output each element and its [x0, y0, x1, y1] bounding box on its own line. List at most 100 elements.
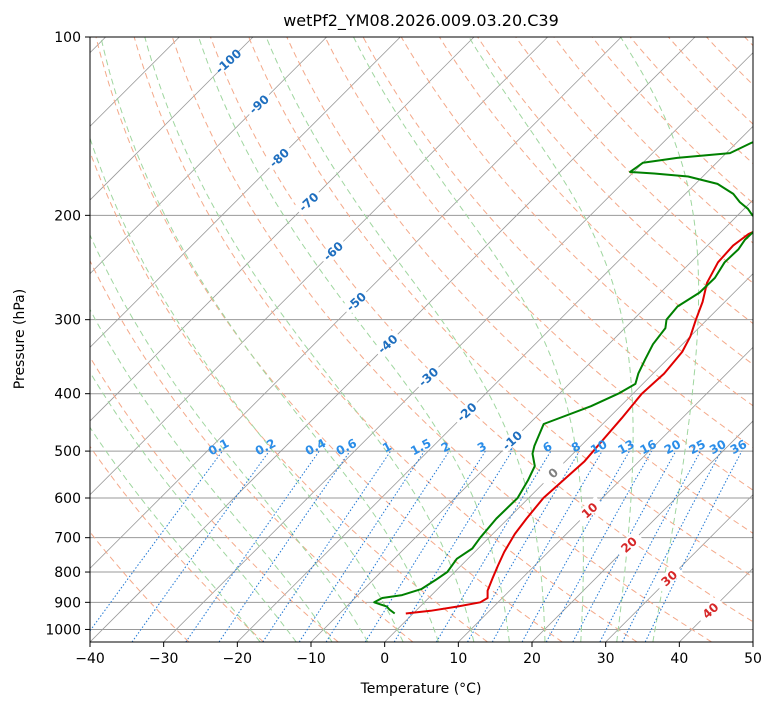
x-tick-label: 30	[597, 651, 615, 667]
dry-adiabat	[133, 37, 638, 642]
moist-adiabat	[90, 233, 369, 642]
isotherm-line	[90, 37, 548, 496]
x-axis-ticks: −40 −30 −20 −10 0 10 20 30 40 50	[75, 642, 762, 667]
moist-adiabat	[265, 37, 546, 642]
chart-title: wetPf2_YM08.2026.009.03.20.C39	[283, 11, 559, 31]
isotherm-line	[384, 273, 753, 642]
mixing-ratio-line	[572, 450, 677, 642]
dry-adiabat	[591, 37, 753, 204]
mixing-ratio-label: 13	[615, 437, 636, 457]
y-tick-label: 600	[54, 491, 81, 507]
isotherm-label-bg	[264, 143, 294, 172]
isotherm-label-bg	[614, 530, 643, 559]
y-axis-ticks: 100 200 300 400 500 600 700 800 900 1000	[45, 30, 90, 638]
mixing-ratio-label: 30	[707, 437, 728, 457]
isotherm-label-bg	[244, 89, 273, 118]
x-tick-label: 40	[670, 651, 688, 667]
isotherm-label-bg	[213, 46, 243, 75]
dry-adiabat	[324, 37, 753, 491]
x-tick-label: −10	[296, 651, 326, 667]
isotherm-label-bg	[318, 236, 348, 265]
mixing-ratio-lines	[90, 450, 743, 642]
mixing-ratio-label: 36	[728, 437, 749, 457]
y-axis-title: Pressure (hPa)	[12, 289, 28, 389]
isotherm-label-bg	[538, 458, 568, 487]
mixing-ratio-line	[218, 450, 351, 642]
moist-adiabat	[144, 37, 475, 642]
mixing-ratio-label: 25	[687, 437, 708, 457]
mixing-ratio-label: 10	[588, 437, 609, 457]
y-tick-label: 1000	[45, 622, 81, 638]
isobar-grid	[90, 37, 753, 630]
mixing-ratio-line	[545, 450, 653, 642]
moist-adiabat	[468, 37, 634, 642]
isotherm-label-bg	[654, 563, 684, 592]
mixing-ratio-line	[644, 450, 743, 642]
moist-adiabat	[198, 37, 510, 642]
mixing-ratio-line	[521, 450, 630, 642]
isotherm-label-bg	[695, 596, 725, 624]
dry-adiabat	[90, 259, 414, 642]
dry-adiabat	[629, 37, 753, 165]
moist-adiabat	[620, 37, 700, 642]
isotherm-line	[458, 346, 753, 642]
mixing-ratio-label: 20	[662, 437, 683, 457]
mixing-ratio-line	[298, 450, 425, 642]
dry-adiabat	[477, 37, 753, 325]
dry-adiabat	[515, 37, 753, 284]
isotherm-line	[90, 37, 475, 422]
plot-frame	[89, 36, 754, 643]
mixing-ratio-line	[131, 450, 270, 642]
x-tick-label: −40	[75, 651, 105, 667]
moist-adiabat	[90, 371, 297, 642]
isotherm-label-bg	[497, 426, 527, 454]
dry-adiabat	[362, 37, 753, 449]
isotherm-label-bg	[574, 496, 604, 524]
isotherm-line	[237, 125, 753, 642]
isotherm-label-bg	[451, 397, 481, 426]
moist-adiabat	[100, 37, 439, 642]
x-tick-label: −30	[149, 651, 179, 667]
y-tick-label: 400	[54, 387, 81, 403]
mixing-ratio-line	[325, 450, 450, 642]
dry-adiabats	[90, 37, 753, 642]
dry-adiabat	[400, 37, 753, 407]
y-tick-label: 800	[54, 565, 81, 581]
x-tick-label: 10	[449, 651, 467, 667]
x-axis-title: Temperature (°C)	[360, 681, 482, 697]
isotherm-line	[90, 37, 254, 201]
moist-adiabats	[90, 37, 700, 642]
y-tick-label: 200	[54, 208, 81, 224]
moist-adiabat	[90, 136, 404, 642]
y-tick-label: 100	[54, 30, 81, 46]
isotherm-line	[90, 37, 327, 275]
isotherm-line	[605, 494, 753, 642]
x-tick-label: 0	[380, 651, 389, 667]
x-tick-label: 50	[744, 651, 762, 667]
mixing-ratio-line	[599, 450, 701, 642]
mixing-ratio-line	[185, 450, 320, 642]
moist-adiabat	[353, 37, 584, 642]
y-tick-label: 300	[54, 313, 81, 329]
mixing-ratio-line	[90, 450, 223, 632]
sounding-profiles	[373, 141, 753, 615]
isotherm-line	[90, 37, 401, 348]
moist-adiabat	[90, 426, 261, 642]
isotherm-line	[90, 37, 622, 569]
mixing-ratio-line	[491, 450, 603, 642]
moist-adiabat	[90, 308, 333, 642]
isotherm-label-bg	[341, 287, 371, 315]
y-tick-label: 900	[54, 595, 81, 611]
isotherm-line	[163, 52, 753, 642]
y-tick-label: 500	[54, 444, 81, 460]
y-tick-label: 700	[54, 531, 81, 547]
dry-adiabat	[248, 37, 753, 578]
x-tick-label: 20	[523, 651, 541, 667]
temperature-profile	[405, 230, 753, 615]
mixing-ratio-line	[621, 450, 722, 642]
isotherm-label-bg	[293, 187, 323, 216]
mixing-ratio-line	[393, 450, 513, 642]
dry-adiabat	[171, 37, 712, 642]
